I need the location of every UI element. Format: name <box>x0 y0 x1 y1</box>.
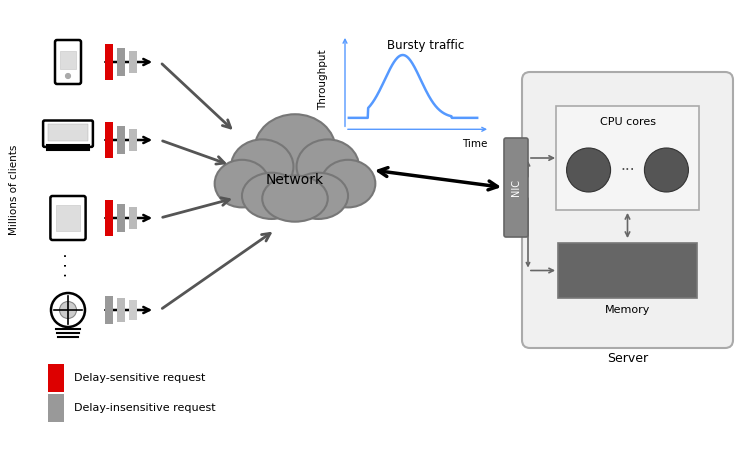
FancyBboxPatch shape <box>55 40 81 84</box>
Text: NIC: NIC <box>511 179 521 196</box>
Text: Bursty traffic: Bursty traffic <box>387 39 464 52</box>
Circle shape <box>567 148 610 192</box>
Ellipse shape <box>262 176 328 222</box>
Bar <box>105 296 113 324</box>
Bar <box>105 122 113 158</box>
Bar <box>117 298 125 322</box>
Bar <box>129 51 137 73</box>
Bar <box>558 243 697 298</box>
Ellipse shape <box>242 173 301 219</box>
Circle shape <box>644 148 689 192</box>
FancyBboxPatch shape <box>556 106 699 210</box>
Bar <box>117 48 125 76</box>
Text: CPU cores: CPU cores <box>599 117 655 127</box>
FancyBboxPatch shape <box>43 120 93 147</box>
FancyBboxPatch shape <box>522 72 733 348</box>
Ellipse shape <box>215 160 269 207</box>
FancyBboxPatch shape <box>504 138 528 237</box>
Text: ···: ··· <box>620 163 635 177</box>
Ellipse shape <box>255 114 336 185</box>
FancyBboxPatch shape <box>50 196 86 240</box>
Bar <box>117 126 125 154</box>
Bar <box>129 207 137 229</box>
Bar <box>49 124 88 141</box>
Ellipse shape <box>297 139 359 194</box>
Bar <box>117 204 125 232</box>
Bar <box>48 364 64 392</box>
Bar <box>61 51 76 69</box>
Text: Delay-sensitive request: Delay-sensitive request <box>74 373 205 383</box>
Bar <box>105 44 113 80</box>
Text: Server: Server <box>607 352 648 365</box>
Circle shape <box>60 301 77 318</box>
Circle shape <box>66 74 70 79</box>
Text: Throughput: Throughput <box>318 50 328 110</box>
Bar <box>105 200 113 236</box>
Bar <box>47 145 89 150</box>
Text: Network: Network <box>266 173 324 187</box>
Text: Millions of clients: Millions of clients <box>9 145 19 235</box>
Text: Memory: Memory <box>605 305 650 315</box>
Text: Time: Time <box>462 139 487 149</box>
Text: Delay-insensitive request: Delay-insensitive request <box>74 403 215 413</box>
Ellipse shape <box>289 173 348 219</box>
Text: · · ·: · · · <box>61 253 75 277</box>
Bar <box>48 394 64 422</box>
Bar <box>129 300 137 320</box>
Circle shape <box>51 293 85 327</box>
Ellipse shape <box>231 139 294 194</box>
Bar <box>56 205 80 231</box>
Ellipse shape <box>321 160 376 207</box>
Bar <box>129 129 137 151</box>
